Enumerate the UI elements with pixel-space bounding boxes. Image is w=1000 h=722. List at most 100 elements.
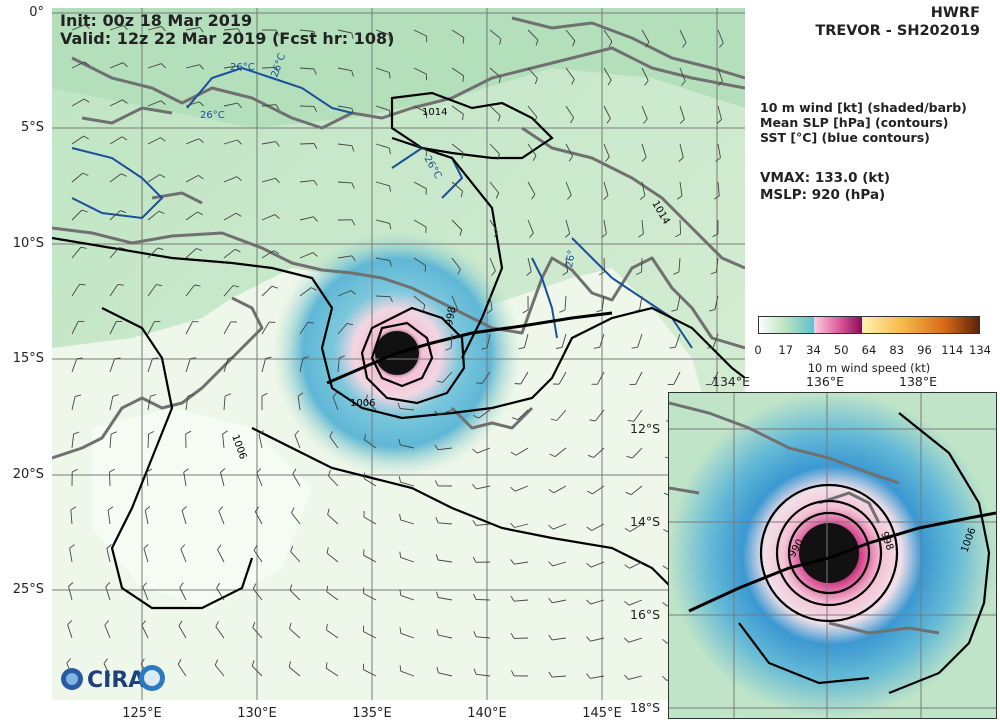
wind-barb-flag xyxy=(254,506,259,512)
wind-barb-flag xyxy=(237,28,242,35)
wind-barb xyxy=(438,409,453,416)
wind-barb xyxy=(561,333,567,348)
wind-barb-flag xyxy=(329,431,334,437)
wind-barb xyxy=(679,105,685,120)
wind-barb xyxy=(105,586,111,601)
wind-barb xyxy=(337,358,340,373)
wind-barb-flag xyxy=(291,507,295,514)
wind-barb xyxy=(527,143,537,156)
wind-barb-flag xyxy=(117,283,124,286)
wind-barb xyxy=(216,587,225,601)
inset-lon-tick-134e: 134°E xyxy=(712,374,751,389)
wind-barb-flag xyxy=(73,431,80,435)
wind-barb xyxy=(712,333,719,348)
wind-barb-flag xyxy=(497,115,501,122)
wind-barb-flag xyxy=(251,660,255,667)
valid-time: Valid: 12z 22 Mar 2019 (Fcst hr: 108) xyxy=(60,29,395,48)
wind-barb-flag xyxy=(631,346,638,349)
wind-barb xyxy=(258,434,263,449)
wind-barb xyxy=(109,136,123,145)
wind-barb-flag xyxy=(160,100,166,105)
wind-barb-flag xyxy=(645,41,650,48)
wind-barb xyxy=(556,409,567,421)
wind-barb-flag xyxy=(313,31,317,38)
colorbar-tick-17: 17 xyxy=(778,343,794,357)
storm-title: TREVOR - SH202019 xyxy=(815,23,980,39)
wind-barb-flag xyxy=(445,347,452,351)
wind-barb-flag xyxy=(181,506,187,511)
wind-barb xyxy=(637,333,643,348)
wind-barb-flag xyxy=(570,117,574,124)
wind-barb-flag xyxy=(682,42,687,48)
wind-barb-flag xyxy=(462,37,465,44)
wind-barb-flag xyxy=(459,229,463,236)
wind-barb xyxy=(297,396,301,411)
wind-barb xyxy=(185,358,191,373)
wind-barb-flag xyxy=(644,80,649,86)
wind-barb xyxy=(489,67,501,78)
wind-barb-flag xyxy=(567,194,572,200)
wind-barb xyxy=(71,434,75,449)
wind-barb-flag xyxy=(533,116,538,123)
wind-barb-flag xyxy=(436,380,443,383)
colorbar-tick-50: 50 xyxy=(833,343,849,357)
wind-barb-flag xyxy=(462,114,464,121)
wind-barb xyxy=(107,510,111,525)
cira-logo-graphic: CIRA xyxy=(61,665,165,693)
wind-barb xyxy=(326,552,339,563)
wind-barb xyxy=(451,181,463,192)
wind-barb-flag xyxy=(707,346,714,349)
wind-barb-flag xyxy=(532,155,537,162)
wind-barb xyxy=(514,485,529,492)
wind-barb xyxy=(400,594,415,601)
lat-tick-25s: 25°S xyxy=(12,582,44,597)
wind-barb xyxy=(363,554,377,563)
wind-barb xyxy=(413,143,427,151)
wind-barb xyxy=(69,548,73,563)
wind-barb-flag xyxy=(106,544,112,549)
wind-barb-flag xyxy=(586,490,593,495)
wind-barb-flag xyxy=(313,180,318,186)
wind-barb xyxy=(261,321,270,335)
wind-barb xyxy=(146,472,149,487)
wind-barb xyxy=(223,395,226,411)
wind-barb xyxy=(337,143,352,147)
wind-barb xyxy=(478,409,491,419)
wind-barb-flag xyxy=(120,210,127,214)
wind-barb-flag xyxy=(217,544,222,550)
wind-barb xyxy=(633,409,643,422)
wind-barb xyxy=(292,473,301,487)
wind-barb-flag xyxy=(313,143,318,150)
wind-barb xyxy=(603,143,610,158)
wind-barb xyxy=(635,371,643,385)
wind-barb-flag xyxy=(624,600,630,606)
wind-barb xyxy=(630,485,643,496)
wind-barb xyxy=(223,139,238,145)
wind-barb-flag xyxy=(627,419,634,422)
wind-barb-flag xyxy=(351,255,356,261)
wind-barb xyxy=(628,637,643,643)
wind-barb-flag xyxy=(603,195,609,200)
wind-barb xyxy=(109,396,114,411)
wind-barb xyxy=(527,67,538,79)
wind-barb-flag xyxy=(253,544,258,551)
lon-tick-140e: 140°E xyxy=(467,706,507,721)
wind-barb-flag xyxy=(142,582,148,588)
wind-barb-flag xyxy=(673,271,680,275)
wind-barb-flag xyxy=(596,309,603,313)
wind-barb-flag xyxy=(472,484,477,490)
inset-map: 998 1006 990 xyxy=(668,392,997,719)
wind-barb xyxy=(641,181,646,196)
wind-barb-flag xyxy=(185,430,192,435)
wind-barb xyxy=(71,24,86,31)
wind-barb-flag xyxy=(288,661,291,668)
colorbar-label: 10 m wind speed (kt) xyxy=(807,361,931,375)
wind-barb-flag xyxy=(107,506,114,511)
slp-label-c: 1006 xyxy=(350,398,375,409)
wind-barb-flag xyxy=(363,472,366,479)
wind-barb-flag xyxy=(399,627,402,634)
wind-barb xyxy=(223,321,232,335)
wind-barb xyxy=(717,143,721,158)
lat-tick-0: 0° xyxy=(29,5,44,20)
wind-barb xyxy=(223,285,234,297)
